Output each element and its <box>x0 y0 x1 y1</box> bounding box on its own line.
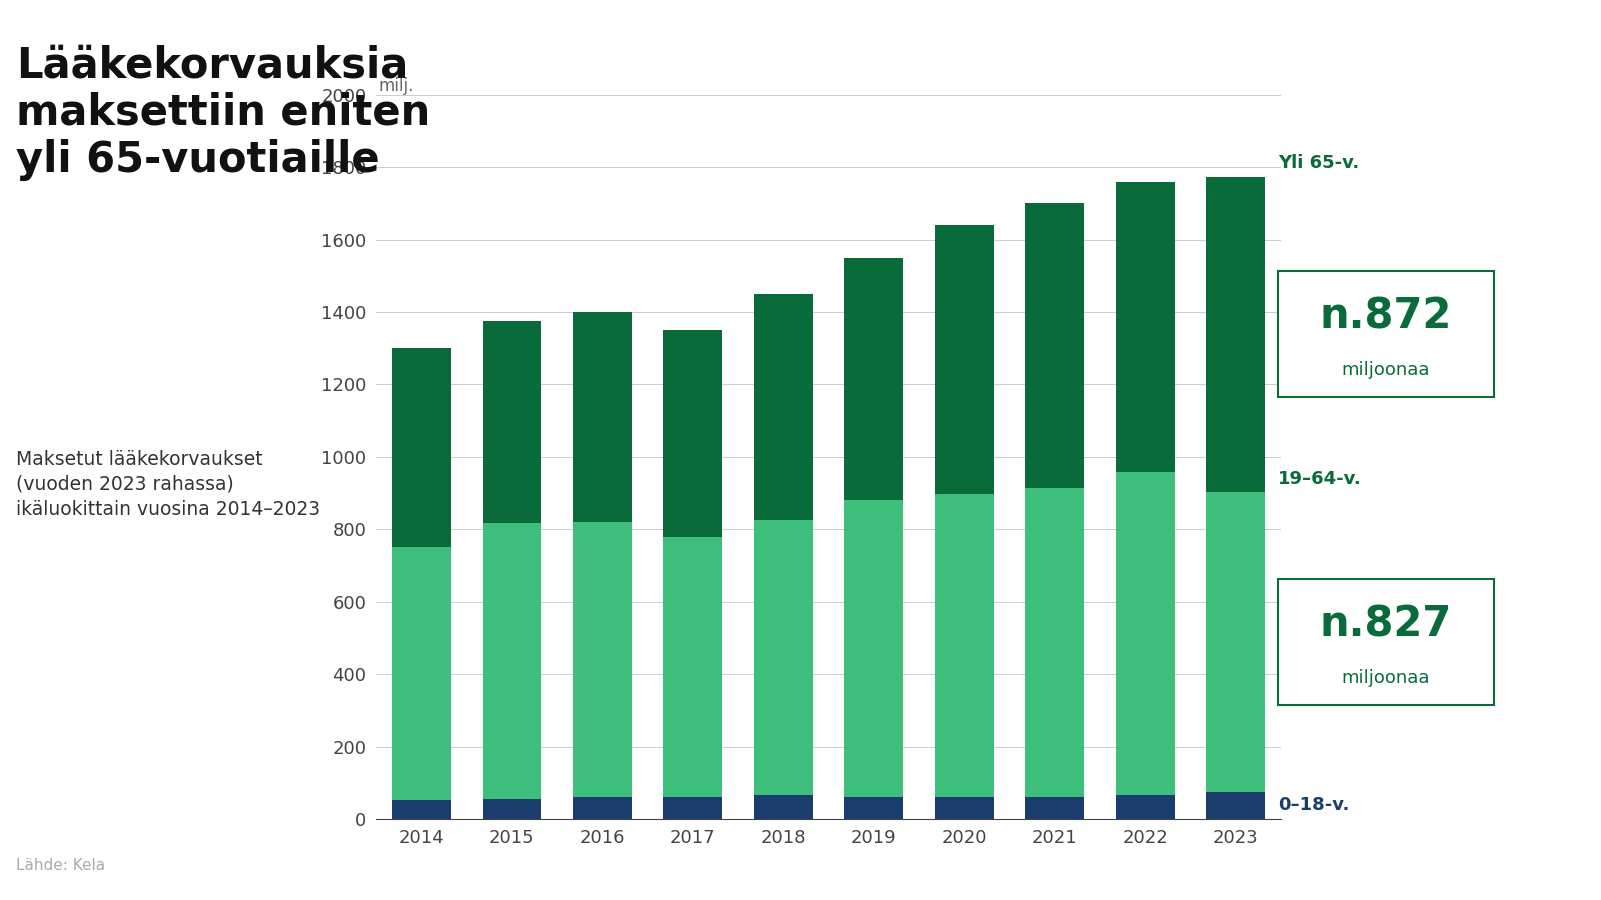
Bar <box>392 546 451 800</box>
Text: Lääkekorvauksia
maksettiin eniten
yli 65-vuotiaille: Lääkekorvauksia maksettiin eniten yli 65… <box>16 45 431 181</box>
Text: Maksetut lääkekorvaukset
(vuoden 2023 rahassa)
ikäluokittain vuosina 2014–2023: Maksetut lääkekorvaukset (vuoden 2023 ra… <box>16 450 320 519</box>
Bar <box>663 796 722 819</box>
Bar <box>1206 492 1265 792</box>
Bar <box>573 522 632 796</box>
Bar <box>573 312 632 522</box>
Text: n.872: n.872 <box>1319 295 1452 338</box>
Bar <box>754 796 813 819</box>
Bar <box>1025 796 1084 819</box>
Bar <box>482 799 541 819</box>
Bar <box>844 257 903 500</box>
Bar <box>482 523 541 799</box>
Text: milj.: milj. <box>378 76 413 94</box>
Bar <box>754 294 813 519</box>
Text: miljoonaa: miljoonaa <box>1342 362 1430 380</box>
Bar <box>1025 203 1084 488</box>
Bar <box>844 796 903 819</box>
Bar <box>935 494 994 797</box>
Bar <box>1116 472 1175 796</box>
Bar <box>844 500 903 796</box>
Bar <box>1116 182 1175 472</box>
Text: Yli 65-v.: Yli 65-v. <box>1278 154 1359 172</box>
Bar <box>663 330 722 536</box>
Text: 0–18-v.: 0–18-v. <box>1278 796 1350 814</box>
Bar <box>754 519 813 796</box>
Bar <box>573 796 632 819</box>
Bar <box>1206 176 1265 492</box>
Text: Lähde: Kela: Lähde: Kela <box>16 858 106 873</box>
Text: miljoonaa: miljoonaa <box>1342 669 1430 687</box>
Text: n.827: n.827 <box>1319 603 1452 645</box>
Bar <box>1116 796 1175 819</box>
Bar <box>935 225 994 494</box>
Bar <box>1025 488 1084 796</box>
Bar <box>663 536 722 796</box>
Bar <box>392 800 451 819</box>
Bar <box>482 321 541 523</box>
Text: 19–64-v.: 19–64-v. <box>1278 470 1361 488</box>
Bar <box>935 797 994 819</box>
Bar <box>392 348 451 546</box>
Bar <box>1206 792 1265 819</box>
